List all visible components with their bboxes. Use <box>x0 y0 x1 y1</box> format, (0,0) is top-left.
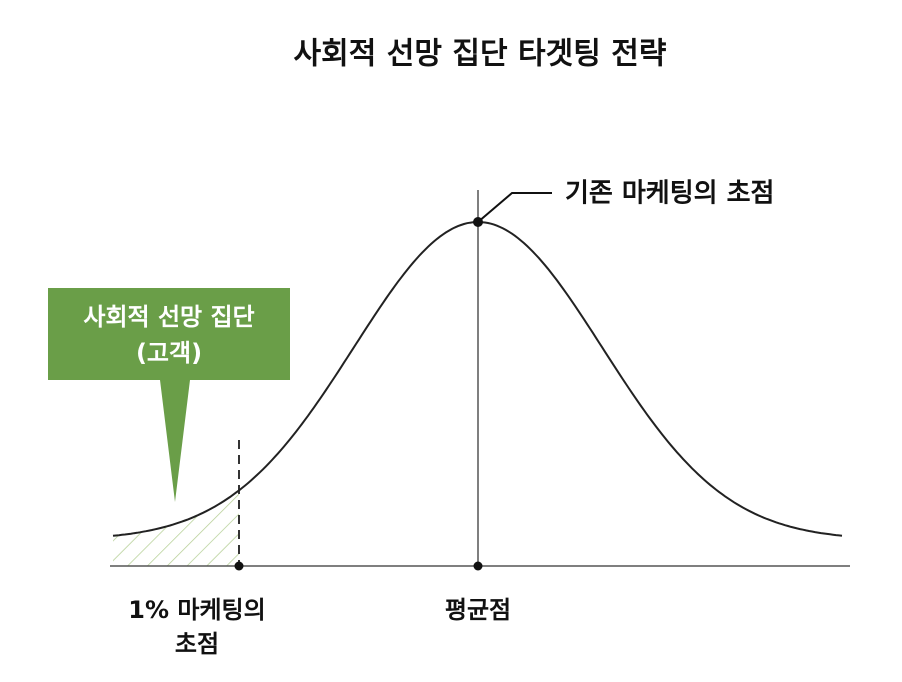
dot <box>473 561 483 571</box>
callout-text: 사회적 선망 집단 <box>83 303 254 331</box>
callout-text: (고객) <box>136 339 202 367</box>
leader-line <box>477 192 552 223</box>
left-label: 1% 마케팅의 <box>128 596 265 624</box>
peak-label: 기존 마케팅의 초점 <box>565 179 774 209</box>
center-label: 평균점 <box>445 596 511 624</box>
left-label: 초점 <box>175 630 219 658</box>
hatched-area <box>113 490 239 566</box>
callout-box <box>48 288 290 502</box>
title: 사회적 선망 집단 타겟팅 전략 <box>294 37 667 72</box>
dot <box>234 561 244 571</box>
